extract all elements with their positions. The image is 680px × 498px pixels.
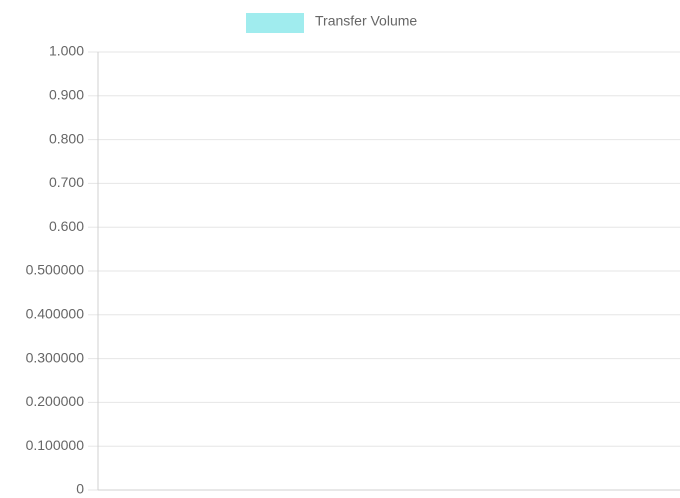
y-tick-label: 0 (76, 481, 84, 497)
y-tick-label: 0.500000 (26, 262, 85, 278)
legend-swatch (246, 13, 304, 33)
legend-label: Transfer Volume (315, 13, 417, 29)
y-tick-label: 0.100000 (26, 437, 85, 453)
y-tick-label: 0.400000 (26, 306, 85, 322)
y-tick-label: 0.800 (49, 130, 84, 146)
y-tick-label: 1.000 (49, 43, 84, 59)
y-tick-label: 0.900 (49, 87, 84, 103)
y-tick-label: 0.200000 (26, 393, 85, 409)
y-tick-label: 0.600 (49, 218, 84, 234)
y-tick-label: 0.300000 (26, 349, 85, 365)
y-tick-label: 0.700 (49, 174, 84, 190)
